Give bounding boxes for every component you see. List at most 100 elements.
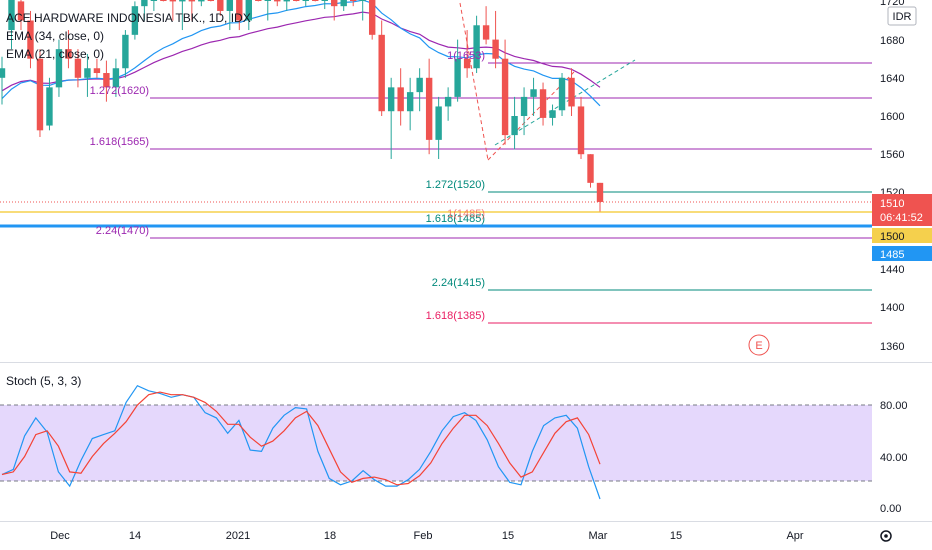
- last-price-badge: [872, 194, 932, 226]
- candle-body[interactable]: [274, 0, 281, 2]
- candle-body[interactable]: [245, 0, 252, 21]
- candle-body[interactable]: [131, 6, 139, 35]
- candle-body[interactable]: [150, 0, 158, 1]
- ema34-legend[interactable]: EMA (34, close, 0): [6, 29, 104, 43]
- candle-body[interactable]: [84, 68, 91, 78]
- time-tick-dec-14: 14: [129, 530, 141, 542]
- candle-body[interactable]: [103, 73, 110, 88]
- candle-body[interactable]: [55, 49, 63, 88]
- countdown-value: 06:41:52: [880, 212, 923, 224]
- candle-body[interactable]: [473, 25, 480, 69]
- fib-label-1385: 1.618(1385): [426, 310, 485, 322]
- candle-body[interactable]: [122, 34, 129, 69]
- candle-body[interactable]: [27, 20, 34, 59]
- event-marker-icon[interactable]: [748, 334, 770, 356]
- stoch-legend[interactable]: Stoch (5, 3, 3): [6, 374, 81, 388]
- candle-body[interactable]: [188, 0, 196, 2]
- last-price-value: 1510: [880, 198, 904, 210]
- candle-body[interactable]: [331, 0, 338, 7]
- candle-body[interactable]: [312, 0, 319, 1]
- candle-body[interactable]: [549, 110, 556, 118]
- candle-body[interactable]: [492, 39, 499, 59]
- price-tick-1680: 1680: [880, 35, 904, 47]
- candle-body[interactable]: [198, 0, 205, 2]
- time-tick-apr: Apr: [786, 530, 803, 542]
- ema21-line: [1, 0, 601, 107]
- candle-body[interactable]: [587, 154, 594, 183]
- candle-body[interactable]: [454, 58, 461, 97]
- candle-body[interactable]: [435, 106, 442, 140]
- level-1500-value: 1500: [880, 231, 904, 243]
- gear-icon[interactable]: [880, 530, 892, 542]
- stoch-tick-40: 40.00: [880, 452, 908, 464]
- candle-body[interactable]: [226, 0, 234, 11]
- candle-body[interactable]: [255, 0, 262, 1]
- candle-body[interactable]: [169, 0, 177, 2]
- ema21-legend[interactable]: EMA (21, close, 0): [6, 47, 104, 61]
- candle-body[interactable]: [160, 0, 167, 1]
- candle-body[interactable]: [397, 87, 404, 112]
- candle-body[interactable]: [530, 89, 537, 97]
- candle-body[interactable]: [207, 0, 215, 1]
- trend-line-down: [459, 2, 489, 161]
- fib-label-1485-a: 1.618(1485): [426, 213, 485, 225]
- candle-body[interactable]: [321, 0, 328, 1]
- candle-body[interactable]: [74, 58, 82, 78]
- price-tick-1560: 1560: [880, 149, 904, 161]
- price-tick-1440: 1440: [880, 264, 904, 276]
- time-tick-jan-18: 18: [324, 530, 336, 542]
- time-tick-2021: 2021: [226, 530, 250, 542]
- candle-body[interactable]: [596, 182, 604, 202]
- candle-body[interactable]: [368, 0, 376, 35]
- price-axis[interactable]: [872, 0, 932, 550]
- candle-body[interactable]: [520, 96, 528, 116]
- stoch-k-line: [1, 384, 601, 500]
- trend-line-up-2: [494, 59, 636, 146]
- candle-body[interactable]: [293, 0, 300, 1]
- time-tick-feb: Feb: [414, 530, 433, 542]
- time-tick-mar: Mar: [589, 530, 608, 542]
- candle-body[interactable]: [350, 0, 357, 1]
- candle-body[interactable]: [36, 58, 44, 131]
- candle-body[interactable]: [387, 87, 395, 112]
- candle-body[interactable]: [511, 116, 518, 136]
- event-marker-label: E: [755, 340, 762, 352]
- candle-body[interactable]: [112, 68, 120, 88]
- candle-body[interactable]: [0, 68, 6, 78]
- candle-body[interactable]: [93, 68, 101, 74]
- stoch-tick-80: 80.00: [880, 400, 908, 412]
- currency-badge[interactable]: [887, 6, 917, 26]
- candle-body[interactable]: [17, 1, 25, 21]
- fib-label-1620: 1.272(1620): [90, 85, 149, 97]
- candle-body[interactable]: [558, 77, 566, 111]
- candle-body[interactable]: [568, 77, 575, 107]
- price-tick-1400: 1400: [880, 302, 904, 314]
- candle-body[interactable]: [46, 87, 53, 126]
- candle-body[interactable]: [217, 0, 224, 11]
- candle-body[interactable]: [65, 49, 72, 59]
- candle-body[interactable]: [539, 89, 547, 118]
- candle-body[interactable]: [577, 106, 585, 155]
- candle-body[interactable]: [141, 0, 148, 7]
- candle-body[interactable]: [179, 0, 186, 2]
- candle-body[interactable]: [378, 34, 385, 112]
- candle-body[interactable]: [302, 0, 309, 1]
- candle-body[interactable]: [359, 0, 366, 1]
- candle-body[interactable]: [8, 0, 15, 31]
- time-tick-mar-15: 15: [670, 530, 682, 542]
- candle-body[interactable]: [264, 0, 271, 1]
- candle-body[interactable]: [406, 92, 414, 112]
- candle-body[interactable]: [501, 58, 509, 136]
- candle-body[interactable]: [340, 0, 347, 7]
- stoch-d-line: [1, 391, 601, 486]
- candle-body[interactable]: [482, 25, 490, 40]
- price-tick-1600: 1600: [880, 111, 904, 123]
- candle-body[interactable]: [416, 77, 423, 93]
- candle-body[interactable]: [283, 0, 290, 2]
- candle-body[interactable]: [425, 77, 433, 140]
- candle-body[interactable]: [236, 0, 243, 21]
- fib-label-1485-b: 1(1485): [447, 208, 485, 220]
- candle-body[interactable]: [444, 96, 452, 107]
- candle-body[interactable]: [463, 58, 471, 69]
